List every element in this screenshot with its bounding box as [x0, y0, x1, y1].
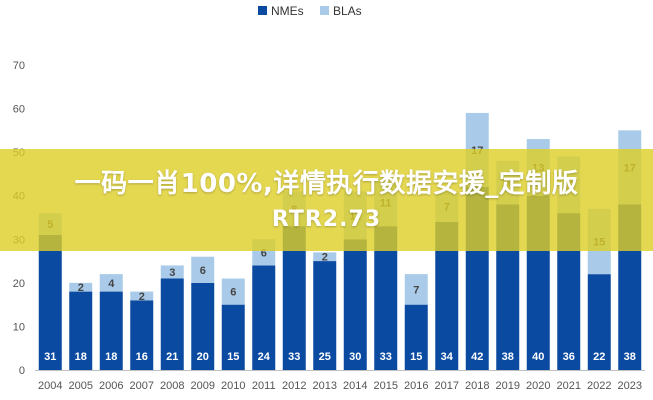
bar-nmes-2008: [160, 278, 184, 370]
bar-nmes-2015: [374, 226, 398, 370]
data-label-blas-2016: 7: [413, 284, 419, 296]
data-label-blas-2010: 6: [230, 287, 236, 299]
x-tick-label-2005: 2005: [69, 380, 93, 392]
x-tick-label-2019: 2019: [496, 380, 520, 392]
bar-blas-2016: [404, 274, 428, 305]
x-tick-label-2007: 2007: [130, 380, 154, 392]
data-label-nmes-2020: 40: [532, 351, 544, 363]
y-tick-label-70: 70: [13, 60, 25, 72]
overlay-title: 一码一肖100%,详情执行数据安援_定制版: [74, 169, 579, 199]
x-tick-label-2015: 2015: [374, 380, 398, 392]
y-tick-label-10: 10: [13, 321, 25, 333]
data-label-nmes-2009: 20: [197, 351, 209, 363]
bar-blas-2008: [160, 265, 184, 279]
x-tick-label-2010: 2010: [221, 380, 245, 392]
x-axis: 2004 2005 2006 2007 2008 2009 2010 2011 2012 2013…: [35, 370, 645, 392]
bar-nmes-2022: [587, 274, 611, 370]
chart-legend: NMEs BLAs: [258, 4, 362, 18]
y-tick-label-0: 0: [19, 365, 25, 377]
data-label-blas-2009: 6: [200, 265, 206, 277]
bar-blas-2009: [191, 256, 215, 283]
x-tick-label-2018: 2018: [465, 380, 489, 392]
x-tick-label-2021: 2021: [557, 380, 581, 392]
bar-nmes-2013: [313, 261, 337, 370]
bar-blas-2007: [130, 291, 154, 301]
data-label-nmes-2006: 18: [105, 351, 117, 363]
bar-nmes-2010: [221, 304, 245, 370]
bar-nmes-2005: [69, 291, 93, 370]
data-label-nmes-2013: 25: [319, 351, 331, 363]
data-label-blas-2005: 2: [78, 282, 84, 294]
data-label-nmes-2014: 30: [349, 351, 361, 363]
bar-nmes-2012: [282, 226, 306, 370]
x-tick-label-2017: 2017: [435, 380, 459, 392]
legend-swatch-blas: [320, 6, 329, 15]
data-label-nmes-2011: 24: [258, 351, 271, 363]
legend-swatch-nmes: [258, 6, 267, 15]
x-tick-label-2009: 2009: [191, 380, 215, 392]
data-label-nmes-2010: 15: [227, 351, 239, 363]
overlay-banner: [0, 149, 653, 251]
bar-nmes-2017: [435, 221, 459, 370]
data-label-blas-2013: 2: [322, 252, 328, 264]
x-tick-label-2012: 2012: [282, 380, 306, 392]
data-label-nmes-2023: 38: [624, 351, 636, 363]
bar-nmes-2021: [557, 213, 581, 370]
bar-nmes-2016: [404, 304, 428, 370]
bar-blas-2006: [99, 274, 123, 292]
bar-nmes-2006: [99, 291, 123, 370]
data-label-blas-2008: 3: [169, 267, 175, 279]
y-tick-label-20: 20: [13, 278, 25, 290]
bar-nmes-2004: [38, 234, 62, 370]
bar-nmes-2011: [252, 265, 276, 370]
x-tick-label-2006: 2006: [99, 380, 123, 392]
x-tick-label-2016: 2016: [404, 380, 428, 392]
data-label-blas-2011: 6: [261, 247, 267, 259]
bar-blas-2010: [221, 278, 245, 305]
data-label-nmes-2007: 16: [136, 351, 148, 363]
bar-nmes-2009: [191, 282, 215, 370]
bar-nmes-2007: [130, 300, 154, 370]
legend-label-blas: BLAs: [333, 4, 362, 18]
data-label-nmes-2016: 15: [410, 351, 422, 363]
data-label-blas-2007: 2: [139, 291, 145, 303]
x-tick-label-2008: 2008: [160, 380, 184, 392]
y-tick-label-60: 60: [13, 104, 25, 116]
x-tick-label-2020: 2020: [526, 380, 550, 392]
data-label-nmes-2005: 18: [75, 351, 87, 363]
data-label-nmes-2012: 33: [288, 351, 300, 363]
data-label-nmes-2021: 36: [563, 351, 575, 363]
data-label-nmes-2019: 38: [502, 351, 514, 363]
x-tick-label-2011: 2011: [252, 380, 276, 392]
x-tick-label-2023: 2023: [618, 380, 642, 392]
data-label-nmes-2015: 33: [380, 351, 392, 363]
legend-label-nmes: NMEs: [271, 4, 304, 18]
bar-blas-2013: [313, 252, 337, 262]
data-label-nmes-2017: 34: [441, 351, 454, 363]
overlay-subtitle: RTR2.73: [271, 207, 382, 232]
bar-nmes-2014: [343, 239, 367, 370]
data-label-blas-2006: 4: [108, 278, 115, 290]
data-label-nmes-2022: 22: [593, 351, 605, 363]
x-tick-label-2004: 2004: [38, 380, 62, 392]
x-tick-label-2013: 2013: [313, 380, 337, 392]
x-tick-label-2014: 2014: [343, 380, 367, 392]
data-label-nmes-2004: 31: [44, 351, 56, 363]
bar-blas-2005: [69, 282, 93, 292]
x-tick-label-2022: 2022: [587, 380, 611, 392]
data-label-nmes-2008: 21: [166, 351, 178, 363]
data-label-nmes-2018: 42: [471, 351, 483, 363]
